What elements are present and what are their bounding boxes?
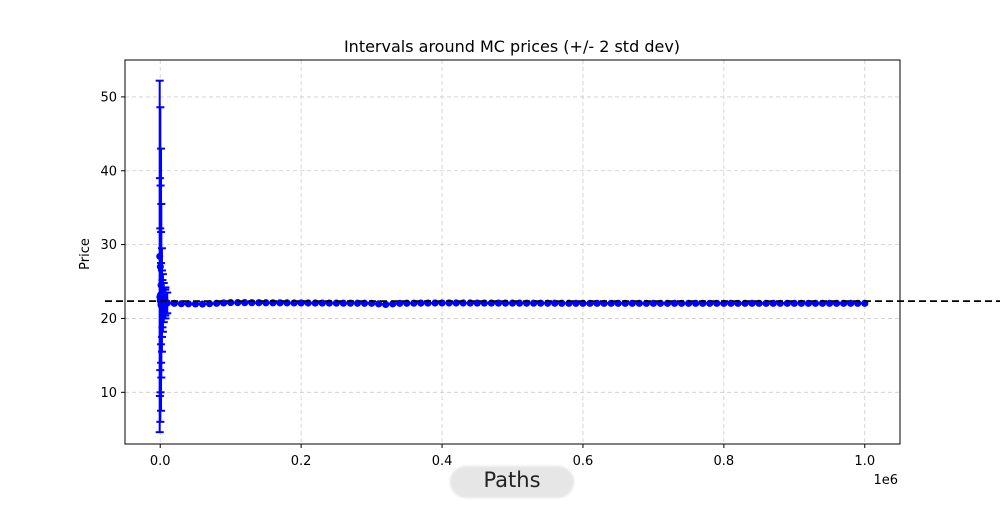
chart-title: Intervals around MC prices (+/- 2 std de… <box>344 37 680 56</box>
y-tick-label: 40 <box>100 164 117 179</box>
y-tick-label: 50 <box>100 90 117 105</box>
y-tick-label: 20 <box>100 312 117 327</box>
mean-point <box>572 299 580 307</box>
mean-point <box>241 299 249 307</box>
mean-point <box>227 298 235 307</box>
y-axis-label: Price <box>78 238 93 270</box>
x-axis-label-background <box>450 466 574 498</box>
data-series <box>155 79 869 434</box>
mean-point <box>198 300 207 308</box>
mean-point <box>297 299 305 307</box>
x-tick-label: 0.8 <box>714 454 735 469</box>
ticks: 0.0 0.2 0.4 0.6 0.8 1.0 10 20 30 40 50 <box>100 90 875 469</box>
axes-frame <box>124 59 901 445</box>
mean-point <box>375 300 383 308</box>
y-tick-label: 30 <box>100 238 117 253</box>
mean-point <box>382 300 390 309</box>
mean-point <box>184 300 193 308</box>
x-tick-label: 0.6 <box>573 454 594 469</box>
x-axis-label: Paths <box>483 468 541 492</box>
x-tick-label: 0.0 <box>150 454 171 469</box>
x-axis-offset-text: 1e6 <box>873 473 898 488</box>
mean-point <box>234 299 242 307</box>
grid <box>125 60 900 444</box>
mean-point <box>389 300 397 308</box>
x-tick-label: 0.4 <box>432 454 453 469</box>
mean-point <box>748 299 756 307</box>
y-tick-label: 10 <box>100 386 117 401</box>
x-tick-label: 0.2 <box>291 454 312 469</box>
mean-point <box>248 299 256 307</box>
x-tick-label: 1.0 <box>854 454 875 469</box>
mean-point <box>191 300 200 308</box>
